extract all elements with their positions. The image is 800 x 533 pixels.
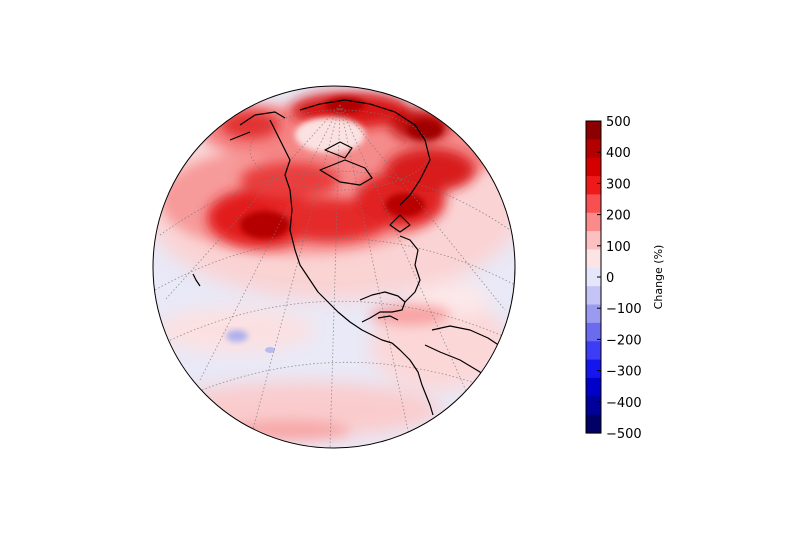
colorbar-segment bbox=[586, 157, 601, 177]
colorbar-tick-label: −100 bbox=[606, 302, 642, 317]
colorbar-segment bbox=[586, 249, 601, 269]
globe-outline bbox=[152, 85, 516, 449]
colorbar-tick-label: 400 bbox=[606, 146, 631, 161]
colorbar-tick-label: 100 bbox=[606, 240, 631, 255]
colorbar-segment bbox=[586, 176, 601, 196]
colorbar-segments bbox=[586, 121, 601, 434]
colorbar-tick-label: 300 bbox=[606, 177, 631, 192]
colorbar-tick-label: 200 bbox=[606, 209, 631, 224]
colorbar-segment bbox=[586, 322, 601, 342]
colorbar-segment bbox=[586, 231, 601, 251]
colorbar-segment bbox=[586, 139, 601, 159]
colorbar-label: Change (%) bbox=[652, 245, 665, 310]
colorbar-tick-label: −300 bbox=[606, 365, 642, 380]
graticule bbox=[154, 104, 515, 448]
colorbar-tick-label: −400 bbox=[606, 396, 642, 411]
colorbar-segment bbox=[586, 286, 601, 306]
globe-map bbox=[152, 85, 516, 449]
colorbar-segment bbox=[586, 414, 601, 434]
colorbar-tick-label: −500 bbox=[606, 427, 642, 442]
colorbar-segment bbox=[586, 267, 601, 287]
colorbar-segment bbox=[586, 212, 601, 232]
colorbar-tick-label: 500 bbox=[606, 115, 631, 130]
colorbar-ticks: 500 400 300 200 100 0 −100 −200 −300 −400 −500 bbox=[597, 115, 642, 442]
colorbar-segment bbox=[586, 194, 601, 214]
colorbar-segment bbox=[586, 341, 601, 361]
colorbar-segment bbox=[586, 121, 601, 140]
colorbar-segment bbox=[586, 304, 601, 324]
colorbar-segment bbox=[586, 377, 601, 397]
colorbar-segment bbox=[586, 396, 601, 416]
colorbar-tick-label: −200 bbox=[606, 333, 642, 348]
colorbar-tick-label: 0 bbox=[606, 271, 614, 286]
colorbar-segment bbox=[586, 359, 601, 379]
arctic-pale-patch bbox=[295, 117, 365, 153]
change-field-negative bbox=[226, 330, 275, 353]
colorbar: 500 400 300 200 100 0 −100 −200 −300 −400 −500 Cha… bbox=[585, 115, 665, 442]
